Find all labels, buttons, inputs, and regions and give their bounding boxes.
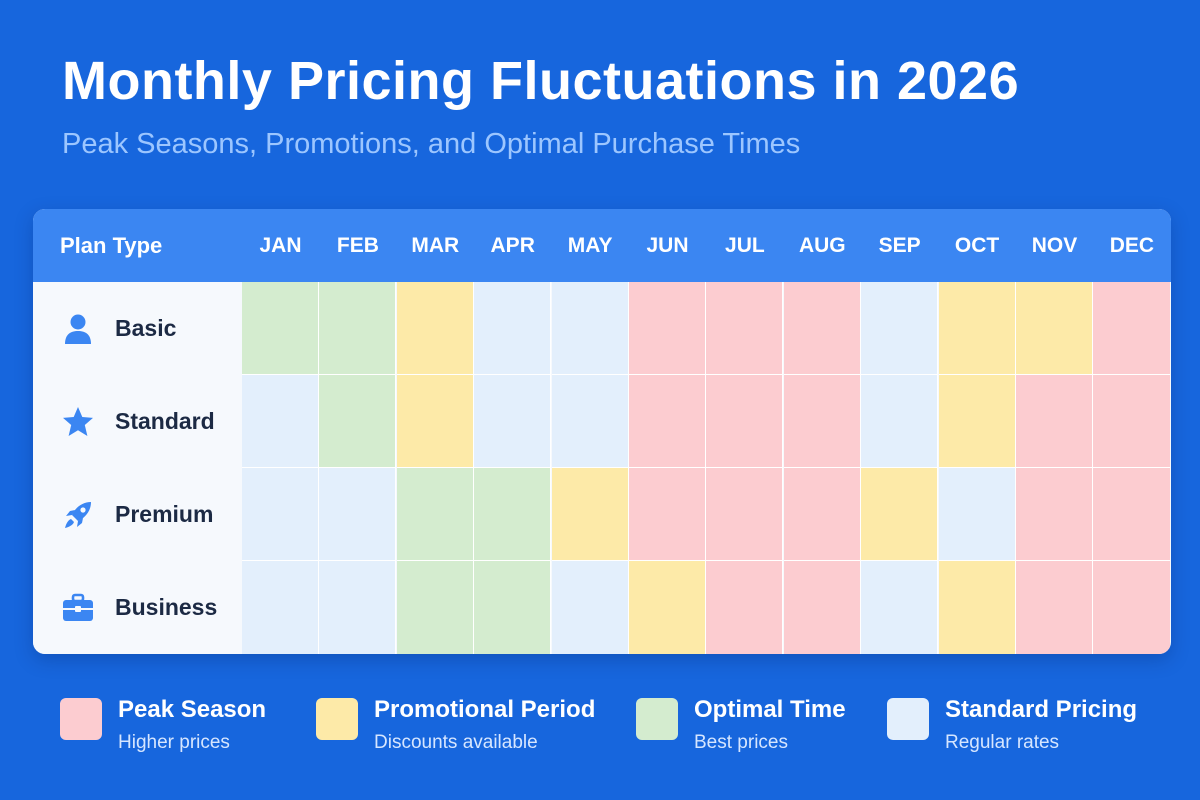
legend-subtitle: Best prices	[694, 732, 788, 753]
heatmap-cell-standard-jun	[629, 375, 706, 468]
heatmap-cell-standard-jul	[706, 375, 784, 468]
plan-row-premium: Premium	[33, 468, 1171, 561]
table-header: Plan Type JAN FEB MAR APR MAY JUN JUL AUG SEP OCT…	[33, 209, 1171, 282]
plan-label: Basic	[33, 282, 242, 375]
heatmap-cell-premium-dec	[1093, 468, 1171, 561]
heatmap-cell-business-may	[551, 561, 629, 654]
plan-name: Business	[115, 594, 218, 620]
legend-title: Standard Pricing	[945, 696, 1138, 723]
heatmap-cell-standard-sep	[861, 375, 939, 468]
month-header-aug: AUG	[798, 234, 846, 257]
legend-subtitle: Higher prices	[118, 732, 230, 753]
legend-title: Optimal Time	[694, 696, 846, 723]
month-header-dec: DEC	[1109, 234, 1155, 257]
legend-title: Peak Season	[118, 696, 267, 723]
heatmap-cell-business-nov	[1016, 561, 1093, 654]
legend-swatch	[887, 698, 929, 740]
heatmap-cell-standard-aug	[783, 375, 861, 468]
plan-label: Premium	[33, 468, 242, 561]
heatmap-cell-standard-may	[551, 375, 629, 468]
heatmap-cell-business-jul	[706, 561, 784, 654]
month-header-mar: MAR	[411, 234, 460, 257]
heatmap-cell-premium-oct	[938, 468, 1016, 561]
heatmap-cell-basic-feb	[319, 282, 397, 375]
month-header-jul: JUL	[725, 234, 765, 257]
heatmap-cell-standard-mar	[396, 375, 474, 468]
heatmap-cell-business-aug	[783, 561, 861, 654]
heatmap-cell-basic-mar	[396, 282, 474, 375]
heatmap-cell-business-mar	[396, 561, 474, 654]
heatmap-cell-standard-oct	[938, 375, 1016, 468]
legend-subtitle: Discounts available	[374, 732, 538, 753]
briefcase-icon	[61, 591, 95, 625]
heatmap-cell-basic-may	[551, 282, 629, 375]
heatmap-cell-premium-feb	[319, 468, 397, 561]
pricing-heatmap: Plan Type JAN FEB MAR APR MAY JUN JUL AUG SEP OCT…	[33, 209, 1171, 654]
chart-title: Monthly Pricing Fluctuations in 2026	[62, 51, 1020, 111]
star-icon	[61, 405, 95, 439]
heatmap-cell-basic-jul	[706, 282, 784, 375]
heatmap-cell-basic-dec	[1093, 282, 1171, 375]
month-header-oct: OCT	[954, 234, 1000, 257]
heatmap-cell-premium-mar	[396, 468, 474, 561]
plan-row-standard: Standard	[33, 375, 1171, 468]
legend-title: Promotional Period	[374, 696, 596, 723]
month-header-may: MAY	[567, 234, 613, 257]
heatmap-cell-standard-apr	[474, 375, 552, 468]
heatmap-cell-basic-jun	[629, 282, 706, 375]
month-header-jan: JAN	[259, 234, 302, 257]
heatmap-cell-standard-feb	[319, 375, 397, 468]
plan-name: Basic	[115, 315, 177, 341]
heatmap-cell-premium-jun	[629, 468, 706, 561]
month-header-jun: JUN	[646, 234, 689, 257]
plan-row-business: Business	[33, 561, 1171, 654]
heatmap-cell-business-sep	[861, 561, 939, 654]
plan-name: Standard	[115, 408, 215, 434]
heatmap-cell-basic-jan	[242, 282, 319, 375]
month-header-apr: APR	[490, 234, 535, 257]
plan-label: Standard	[33, 375, 242, 468]
heatmap-cell-basic-sep	[861, 282, 939, 375]
heatmap-cell-business-jan	[242, 561, 319, 654]
heatmap-cell-premium-sep	[861, 468, 939, 561]
heatmap-cell-premium-apr	[474, 468, 552, 561]
heatmap-cell-business-dec	[1093, 561, 1171, 654]
legend-swatch	[60, 698, 102, 740]
heatmap-cell-business-oct	[938, 561, 1016, 654]
heatmap-cell-premium-jul	[706, 468, 784, 561]
heatmap-cell-premium-jan	[242, 468, 319, 561]
legend-subtitle: Regular rates	[945, 732, 1060, 753]
plan-type-header: Plan Type	[60, 233, 163, 258]
month-header-feb: FEB	[336, 234, 379, 257]
heatmap-cell-standard-nov	[1016, 375, 1093, 468]
heatmap-cell-premium-may	[551, 468, 629, 561]
rocket-icon	[61, 498, 95, 532]
heatmap-cell-basic-oct	[938, 282, 1016, 375]
heatmap-cell-basic-aug	[783, 282, 861, 375]
chart-subtitle: Peak Seasons, Promotions, and Optimal Pu…	[62, 128, 801, 160]
heatmap-cell-standard-jan	[242, 375, 319, 468]
plan-name: Premium	[115, 501, 214, 527]
heatmap-cell-business-apr	[474, 561, 552, 654]
heatmap-cell-premium-aug	[783, 468, 861, 561]
heatmap-cell-business-feb	[319, 561, 397, 654]
month-header-nov: NOV	[1031, 234, 1078, 257]
legend-swatch	[316, 698, 358, 740]
plan-label: Business	[33, 561, 242, 654]
legend-swatch	[636, 698, 678, 740]
month-header-sep: SEP	[878, 234, 921, 257]
heatmap-cell-basic-apr	[474, 282, 552, 375]
heatmap-cell-standard-dec	[1093, 375, 1171, 468]
heatmap-cell-basic-nov	[1016, 282, 1093, 375]
heatmap-cell-business-jun	[629, 561, 706, 654]
plan-row-basic: Basic	[33, 282, 1171, 375]
user-icon	[61, 312, 95, 346]
heatmap-cell-premium-nov	[1016, 468, 1093, 561]
